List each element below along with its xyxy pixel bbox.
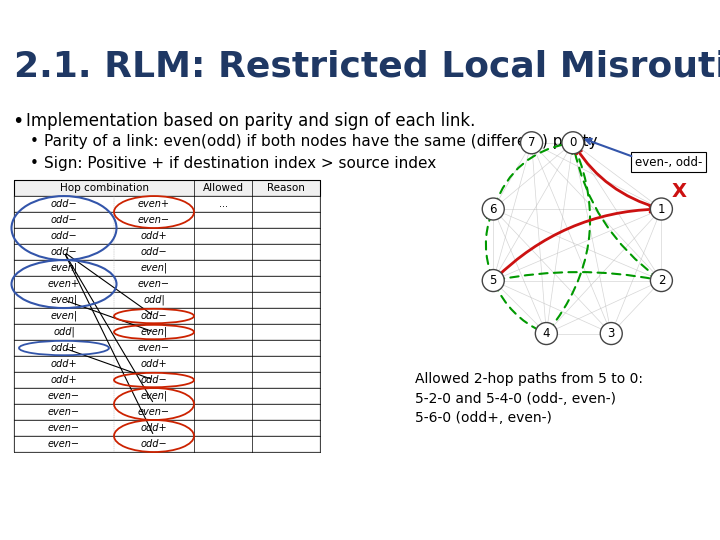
Text: odd−: odd− <box>140 439 167 449</box>
FancyBboxPatch shape <box>14 260 320 276</box>
Text: E. Vallejo: E. Vallejo <box>18 11 75 24</box>
Text: even−: even− <box>138 407 170 417</box>
Text: even|: even| <box>50 311 78 321</box>
FancyBboxPatch shape <box>14 212 320 228</box>
Text: even|: even| <box>140 391 168 401</box>
FancyBboxPatch shape <box>14 324 320 340</box>
FancyBboxPatch shape <box>14 292 320 308</box>
Text: odd+: odd+ <box>140 359 167 369</box>
Text: odd−: odd− <box>140 375 167 385</box>
Text: 13: 13 <box>672 9 695 26</box>
FancyBboxPatch shape <box>14 180 320 196</box>
Text: even−: even− <box>48 423 80 433</box>
Circle shape <box>482 198 504 220</box>
Text: even−: even− <box>138 215 170 225</box>
Text: even−: even− <box>138 279 170 289</box>
Text: odd−: odd− <box>50 199 77 209</box>
Circle shape <box>650 198 672 220</box>
FancyBboxPatch shape <box>14 308 320 324</box>
Text: 6: 6 <box>490 202 497 215</box>
Text: 5: 5 <box>490 274 497 287</box>
Circle shape <box>650 269 672 292</box>
Text: odd−: odd− <box>140 247 167 257</box>
Text: even+: even+ <box>138 199 170 209</box>
Text: 4: 4 <box>543 327 550 340</box>
Text: odd−: odd− <box>50 215 77 225</box>
Text: Allowed 2-hop paths from 5 to 0:
5-2-0 and 5-4-0 (odd-, even-)
5-6-0 (odd+, even: Allowed 2-hop paths from 5 to 0: 5-2-0 a… <box>415 372 643 425</box>
Text: odd+: odd+ <box>140 423 167 433</box>
FancyBboxPatch shape <box>14 276 320 292</box>
Text: Sign: Positive + if destination index > source index: Sign: Positive + if destination index > … <box>44 156 436 171</box>
FancyBboxPatch shape <box>14 244 320 260</box>
Text: •: • <box>30 134 39 149</box>
Text: even|: even| <box>50 295 78 305</box>
Text: 7: 7 <box>528 136 536 149</box>
Text: •: • <box>30 156 39 171</box>
Text: ...: ... <box>218 199 228 209</box>
Text: 0: 0 <box>570 136 577 149</box>
Text: 2: 2 <box>657 274 665 287</box>
Text: even+: even+ <box>48 279 80 289</box>
Text: odd−: odd− <box>50 231 77 241</box>
Text: odd+: odd+ <box>50 343 77 353</box>
Circle shape <box>562 132 584 154</box>
Text: even−: even− <box>138 343 170 353</box>
Text: Implementation based on parity and sign of each link.: Implementation based on parity and sign … <box>26 112 475 130</box>
Circle shape <box>521 132 543 154</box>
Text: Efficient Routing Mechanisms for Dragonfly Networks: Efficient Routing Mechanisms for Dragonf… <box>193 11 527 24</box>
Text: odd|: odd| <box>53 327 75 338</box>
Text: even−: even− <box>48 439 80 449</box>
Text: even|: even| <box>140 327 168 338</box>
Text: Allowed: Allowed <box>202 183 243 193</box>
FancyBboxPatch shape <box>14 356 320 372</box>
Text: odd+: odd+ <box>50 359 77 369</box>
Text: 2.1. RLM: Restricted Local Misrouting: 2.1. RLM: Restricted Local Misrouting <box>14 50 720 84</box>
Circle shape <box>536 322 557 345</box>
FancyBboxPatch shape <box>14 228 320 244</box>
Text: •: • <box>12 112 23 131</box>
Text: odd−: odd− <box>50 247 77 257</box>
Text: even|: even| <box>50 263 78 273</box>
FancyBboxPatch shape <box>14 436 320 452</box>
Text: Reason: Reason <box>267 183 305 193</box>
FancyBboxPatch shape <box>14 196 320 212</box>
Text: Parity of a link: even(odd) if both nodes have the same (different) parity: Parity of a link: even(odd) if both node… <box>44 134 598 149</box>
Text: even-, odd-: even-, odd- <box>634 156 702 168</box>
FancyBboxPatch shape <box>14 388 320 404</box>
Text: even|: even| <box>140 263 168 273</box>
FancyBboxPatch shape <box>14 404 320 420</box>
Text: 1: 1 <box>657 202 665 215</box>
Text: odd−: odd− <box>140 311 167 321</box>
Circle shape <box>482 269 504 292</box>
Text: even−: even− <box>48 407 80 417</box>
Text: even−: even− <box>48 391 80 401</box>
Text: odd|: odd| <box>143 295 165 305</box>
Text: X: X <box>672 181 687 200</box>
Text: odd+: odd+ <box>50 375 77 385</box>
Circle shape <box>600 322 622 345</box>
Text: Hop combination: Hop combination <box>60 183 148 193</box>
Text: odd+: odd+ <box>140 231 167 241</box>
FancyBboxPatch shape <box>14 372 320 388</box>
Text: 3: 3 <box>608 327 615 340</box>
FancyBboxPatch shape <box>14 420 320 436</box>
FancyBboxPatch shape <box>14 340 320 356</box>
